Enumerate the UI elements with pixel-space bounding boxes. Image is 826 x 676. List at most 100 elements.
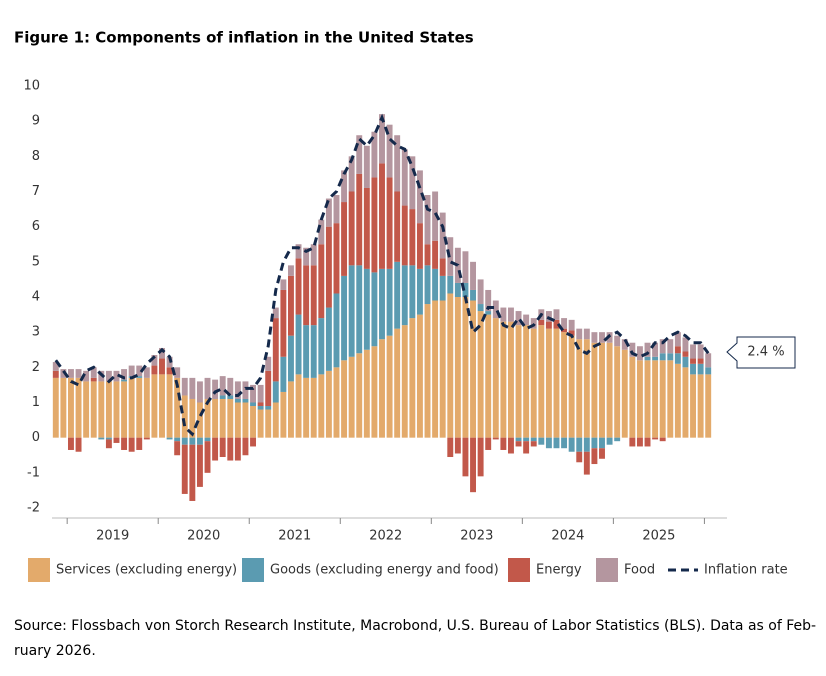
bar-segment — [629, 356, 636, 438]
bar-segment — [432, 240, 439, 269]
bar-segment — [621, 339, 628, 350]
bar-segment — [75, 377, 82, 438]
bar-segment — [561, 328, 568, 333]
bar-segment — [485, 311, 492, 315]
bar-segment — [121, 381, 128, 438]
bar-segment — [462, 282, 469, 297]
y-tick-label: 3 — [32, 325, 40, 340]
bar-segment — [257, 402, 264, 407]
bar-segment — [462, 297, 469, 438]
bar-segment — [325, 198, 332, 227]
bar-segment — [545, 321, 552, 329]
bar-segment — [477, 304, 484, 312]
bar-segment — [705, 367, 712, 375]
bar-segment — [68, 377, 74, 438]
bar-segment — [341, 170, 348, 203]
bar-segment — [242, 381, 249, 399]
bar-segment — [280, 391, 287, 438]
bar-segment — [219, 437, 226, 458]
bar-segment — [462, 437, 469, 477]
bar-segment — [621, 349, 628, 438]
bar-segment — [454, 437, 461, 454]
bar-segment — [371, 131, 378, 178]
bar-segment — [105, 381, 112, 438]
bar-segment — [272, 402, 279, 438]
bar-segment — [470, 300, 476, 438]
bar-segment — [568, 330, 575, 336]
y-tick-label: 4 — [32, 290, 40, 305]
bar-segment — [159, 358, 165, 375]
bar-segment — [629, 437, 636, 447]
bar-segment — [394, 261, 401, 329]
bar-segment — [379, 114, 385, 164]
bar-segment — [682, 356, 689, 368]
bar-segment — [90, 367, 97, 378]
y-tick-label: 2 — [32, 360, 40, 375]
bar-segment — [644, 342, 651, 357]
x-tick-label: 2021 — [278, 529, 311, 544]
bar-segment — [363, 349, 370, 438]
x-tick-label: 2019 — [96, 529, 129, 544]
bar-segment — [545, 437, 552, 449]
bar-segment — [682, 351, 689, 357]
bar-segment — [636, 360, 643, 438]
bar-segment — [659, 437, 666, 442]
bar-segment — [379, 163, 385, 269]
legend-label: Services (excluding energy) — [56, 563, 237, 578]
bar-segment — [234, 437, 241, 461]
bar-segment — [561, 332, 568, 438]
bar-segment — [181, 395, 188, 438]
bar-segment — [212, 437, 219, 461]
bar-segment — [151, 355, 158, 366]
x-tick-label: 2022 — [369, 529, 402, 544]
bar-segment — [303, 325, 310, 378]
bar-segment — [174, 377, 181, 438]
bar-segment — [553, 309, 560, 320]
bar-segment — [341, 275, 348, 361]
bar-segment — [52, 377, 59, 438]
bar-segment — [348, 191, 355, 266]
bar-segment — [697, 358, 704, 364]
bar-segment — [219, 395, 226, 399]
bar-segment — [60, 369, 67, 378]
bar-segment — [303, 265, 310, 326]
bar-segment — [614, 437, 621, 442]
legend-label: Energy — [536, 563, 582, 578]
bar-segment — [439, 275, 446, 301]
bar-segment — [690, 363, 696, 375]
bar-segment — [636, 346, 643, 361]
bar-segment — [257, 406, 264, 410]
bar-segment — [136, 376, 143, 378]
bar-segment — [492, 300, 499, 319]
bar-segment — [219, 376, 226, 396]
bar-segment — [257, 384, 264, 403]
bar-segment — [295, 258, 302, 315]
bar-segment — [591, 437, 598, 449]
bar-segment — [143, 377, 150, 438]
bar-segment — [310, 377, 317, 438]
bar-segment — [690, 344, 696, 359]
y-tick-label: 7 — [32, 184, 40, 199]
bar-segment — [523, 437, 530, 442]
bar-segment — [363, 268, 370, 350]
bar-segment — [136, 437, 143, 450]
x-tick-label: 2025 — [642, 529, 675, 544]
bar-segment — [272, 307, 279, 319]
bar-segment — [60, 377, 67, 438]
bar-segment — [227, 395, 234, 399]
bar-segment — [280, 289, 287, 357]
bar-segment — [485, 437, 492, 450]
bar-segment — [545, 311, 552, 322]
bar-segment — [576, 451, 583, 463]
bar-segment — [409, 265, 416, 319]
bar-segment — [697, 363, 704, 375]
bar-segment — [447, 293, 454, 438]
bar-segment — [143, 367, 150, 378]
legend-swatch — [596, 558, 618, 582]
bar-segment — [500, 321, 507, 438]
bar-segment — [401, 149, 408, 206]
bar-segment — [166, 367, 173, 375]
bar-segment — [674, 353, 681, 364]
bar-segment — [310, 265, 317, 326]
bar-segment — [477, 311, 484, 438]
